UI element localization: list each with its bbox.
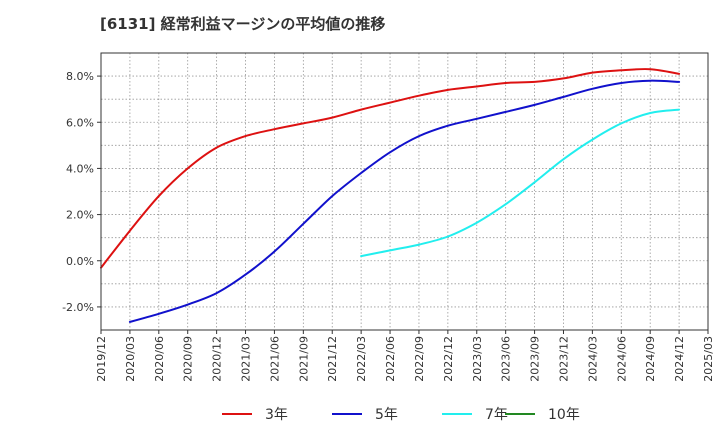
- legend-label-2: 5年: [375, 407, 398, 423]
- plot-frame: [100, 52, 709, 331]
- x-tick-label: 2020/03: [124, 336, 137, 382]
- x-tick-label: 2023/12: [557, 336, 570, 382]
- series-line-2: [128, 79, 681, 323]
- x-tick-label: 2022/03: [355, 336, 368, 382]
- y-tick-label: 0.0%: [66, 255, 94, 268]
- x-tick-label: 2020/06: [153, 336, 166, 382]
- x-tick-label: 2023/03: [471, 336, 484, 382]
- x-tick-label: 2020/09: [182, 336, 195, 382]
- x-tick-label: 2019/12: [95, 336, 108, 382]
- x-tick-label: 2022/06: [384, 336, 397, 382]
- x-tick-label: 2020/12: [211, 336, 224, 382]
- series-line-1: [100, 68, 681, 269]
- x-axis: 2019/12 2020/03 2020/06 2020/09 2020/12 2021/…: [95, 330, 715, 382]
- x-tick-label: 2024/12: [673, 336, 686, 382]
- chart-title: [6131] 経常利益マージンの平均値の推移: [100, 15, 385, 33]
- x-tick-label: 2021/03: [240, 336, 253, 382]
- y-tick-label: -2.0%: [62, 301, 94, 314]
- y-tick-label: 6.0%: [66, 116, 94, 129]
- y-tick-label: 2.0%: [66, 209, 94, 222]
- y-tick-label: 4.0%: [66, 162, 94, 175]
- x-tick-label: 2022/12: [442, 336, 455, 382]
- x-tick-label: 2023/09: [529, 336, 542, 382]
- grid: [101, 53, 708, 330]
- x-tick-label: 2023/06: [500, 336, 513, 382]
- series-lines: [100, 68, 681, 323]
- legend: 3年 5年 7年 10年: [222, 407, 580, 423]
- series-line-3: [360, 108, 681, 258]
- y-axis: -2.0% 0.0% 2.0% 4.0% 6.0% 8.0%: [62, 70, 101, 314]
- legend-label-1: 3年: [265, 407, 288, 423]
- legend-label-4: 10年: [548, 407, 580, 423]
- legend-label-3: 7年: [485, 407, 508, 423]
- x-tick-label: 2021/06: [268, 336, 281, 382]
- x-tick-label: 2022/09: [413, 336, 426, 382]
- y-tick-label: 8.0%: [66, 70, 94, 83]
- x-tick-label: 2024/06: [615, 336, 628, 382]
- x-tick-label: 2025/03: [702, 336, 715, 382]
- x-tick-label: 2021/12: [326, 336, 339, 382]
- x-tick-label: 2024/09: [644, 336, 657, 382]
- x-tick-label: 2021/09: [297, 336, 310, 382]
- x-tick-label: 2024/03: [586, 336, 599, 382]
